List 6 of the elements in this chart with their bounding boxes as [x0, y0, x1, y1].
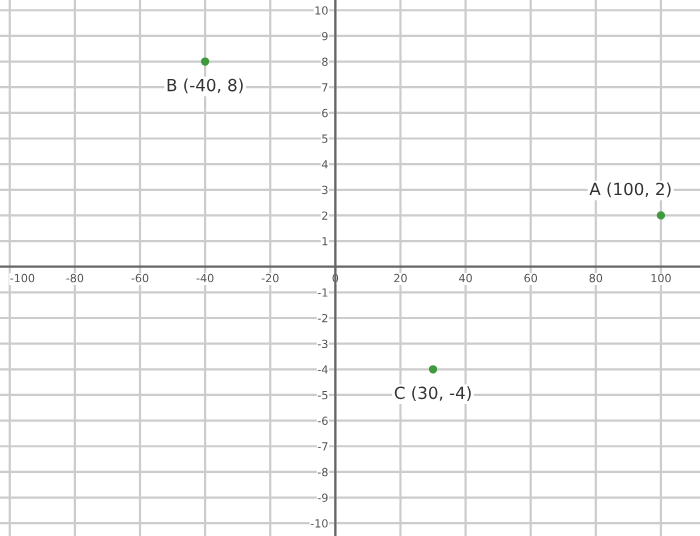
point: [428, 365, 438, 374]
annotation: B (-40, 8): [167, 78, 243, 94]
point: [200, 57, 210, 66]
point: [656, 211, 666, 220]
annotation: C (30, -4): [394, 386, 471, 402]
annotation: A (100, 2): [589, 182, 671, 198]
